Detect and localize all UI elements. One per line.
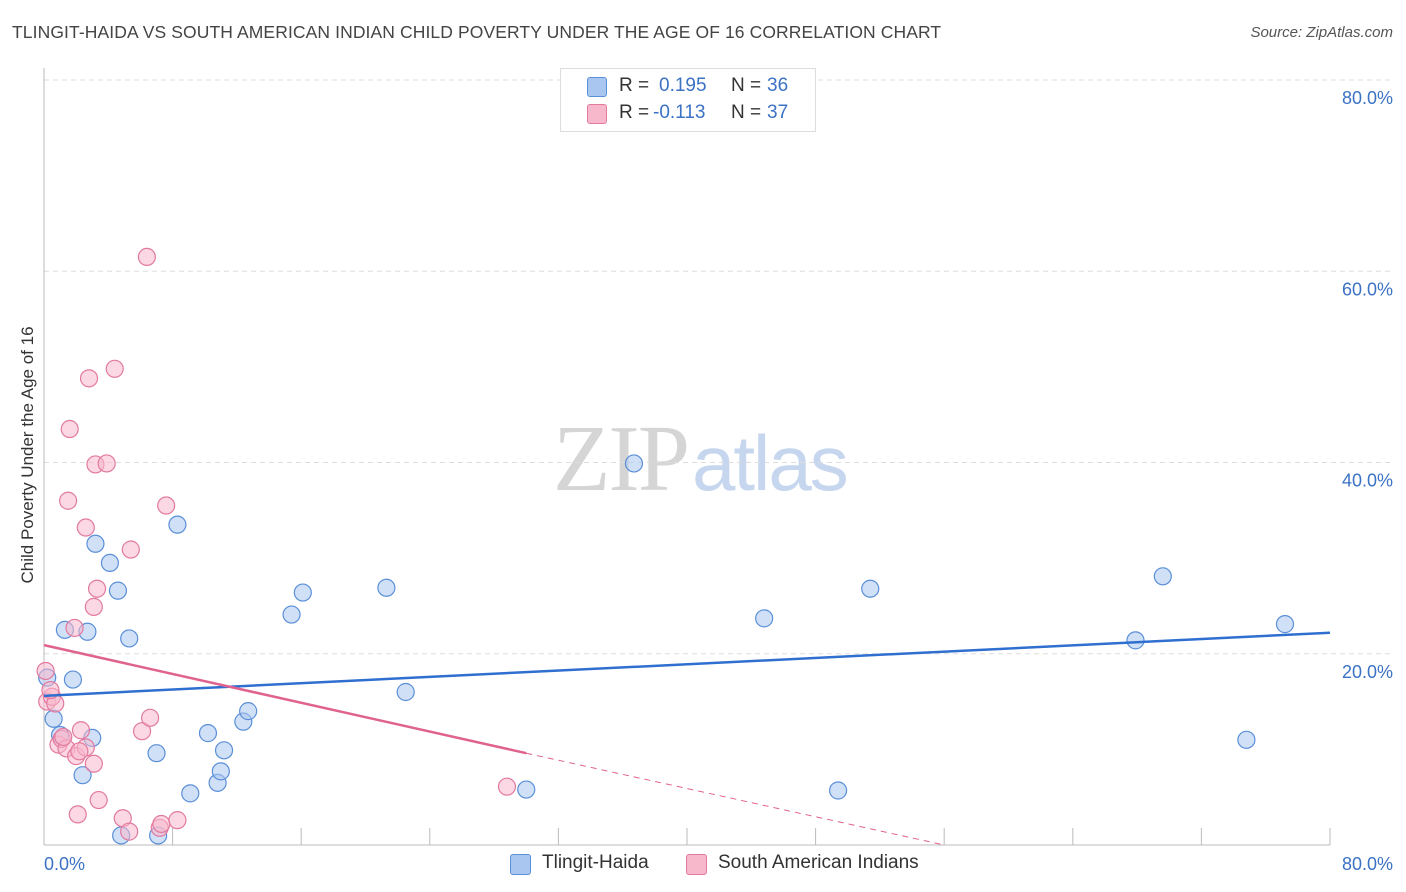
south-american-indians-point <box>105 359 124 378</box>
legend-r-value: -0.113 <box>653 102 706 123</box>
legend-swatch-south-american-indians <box>587 104 607 124</box>
south-american-indians-point <box>497 777 517 796</box>
south-american-indians-point <box>140 708 160 727</box>
south-american-indians-point <box>89 790 108 810</box>
tlingit-haida-point <box>517 780 536 799</box>
south-american-indians-point <box>168 811 187 830</box>
watermark-zip: ZIP <box>553 407 690 511</box>
south-american-indians-point <box>152 814 171 834</box>
chart-title: TLINGIT-HAIDA VS SOUTH AMERICAN INDIAN C… <box>12 22 942 42</box>
south-american-indians-trendline-extension <box>526 752 945 846</box>
x-tick-label: 80.0% <box>1342 854 1393 874</box>
tlingit-haida-point <box>147 744 166 763</box>
tlingit-haida-point <box>181 784 200 803</box>
south-american-indians-point <box>76 518 95 537</box>
south-american-indians-point <box>68 805 87 824</box>
tlingit-haida-point <box>293 583 312 602</box>
y-tick-label: 20.0% <box>1342 662 1393 682</box>
y-tick-label: 60.0% <box>1342 279 1393 299</box>
bottom-legend-label: South American Indians <box>718 852 919 873</box>
tlingit-haida-point <box>1275 615 1295 634</box>
south-american-indians-trendline <box>43 643 527 755</box>
tlingit-haida-point <box>120 629 139 648</box>
x-tick-label: 0.0% <box>44 854 85 874</box>
south-american-indians-point <box>97 454 116 473</box>
legend-r-label: R = <box>619 75 650 96</box>
legend-swatch-tlingit-haida <box>587 77 607 97</box>
tlingit-haida-trendline <box>43 631 1331 698</box>
south-american-indians-point <box>87 579 107 598</box>
south-american-indians-point <box>65 618 84 638</box>
tlingit-haida-point <box>211 762 230 781</box>
legend-r-value: 0.195 <box>659 75 707 96</box>
south-american-indians-point <box>132 722 152 741</box>
tlingit-haida-point <box>44 709 63 728</box>
tlingit-haida-point <box>214 741 234 760</box>
tlingit-haida-point <box>73 766 92 785</box>
south-american-indians-point <box>70 742 89 761</box>
tlingit-haida-point <box>86 534 105 553</box>
tlingit-haida-point <box>396 682 415 702</box>
south-american-indians-point <box>84 597 103 616</box>
south-american-indians-point <box>54 727 73 747</box>
legend-n-label: N = <box>731 102 762 123</box>
tlingit-haida-point <box>198 724 218 743</box>
stats-legend: R = 0.195 N = 36 R = -0.113 N = 37 <box>560 68 816 132</box>
tlingit-haida-point <box>63 670 83 689</box>
legend-n-value: 36 <box>767 75 789 96</box>
y-tick-label: 40.0% <box>1342 471 1393 491</box>
tlingit-haida-point <box>282 605 301 624</box>
south-american-indians-point <box>120 822 139 841</box>
source-credit: Source: ZipAtlas.com <box>1250 24 1393 41</box>
tlingit-haida-point <box>755 609 774 628</box>
legend-n-value: 37 <box>767 102 789 123</box>
tlingit-haida-point <box>624 454 644 473</box>
tlingit-haida-point <box>377 578 396 597</box>
south-american-indians-point <box>121 540 140 559</box>
south-american-indians-point <box>157 496 176 515</box>
y-tick-label: 80.0% <box>1342 88 1393 108</box>
south-american-indians-point <box>36 661 55 681</box>
tlingit-haida-point <box>1153 567 1172 586</box>
legend-n-label: N = <box>731 75 762 96</box>
tlingit-haida-point <box>100 553 120 573</box>
tlingit-haida-point <box>168 515 187 534</box>
bottom-legend-swatch <box>686 854 707 875</box>
tlingit-haida-point <box>861 579 880 598</box>
south-american-indians-point <box>84 754 103 773</box>
tlingit-haida-point <box>1126 631 1145 650</box>
legend-r-label: R = <box>619 102 650 123</box>
tlingit-haida-point <box>108 581 128 600</box>
south-american-indians-point <box>137 247 156 267</box>
bottom-legend-swatch <box>510 854 531 875</box>
tlingit-haida-point <box>1237 730 1256 749</box>
bottom-legend-label: Tlingit-Haida <box>542 852 649 873</box>
south-american-indians-point <box>59 491 78 510</box>
south-american-indians-point <box>79 369 99 388</box>
tlingit-haida-point <box>239 702 258 721</box>
tlingit-haida-point <box>829 781 848 800</box>
south-american-indians-point <box>71 721 91 740</box>
south-american-indians-point <box>60 419 79 439</box>
